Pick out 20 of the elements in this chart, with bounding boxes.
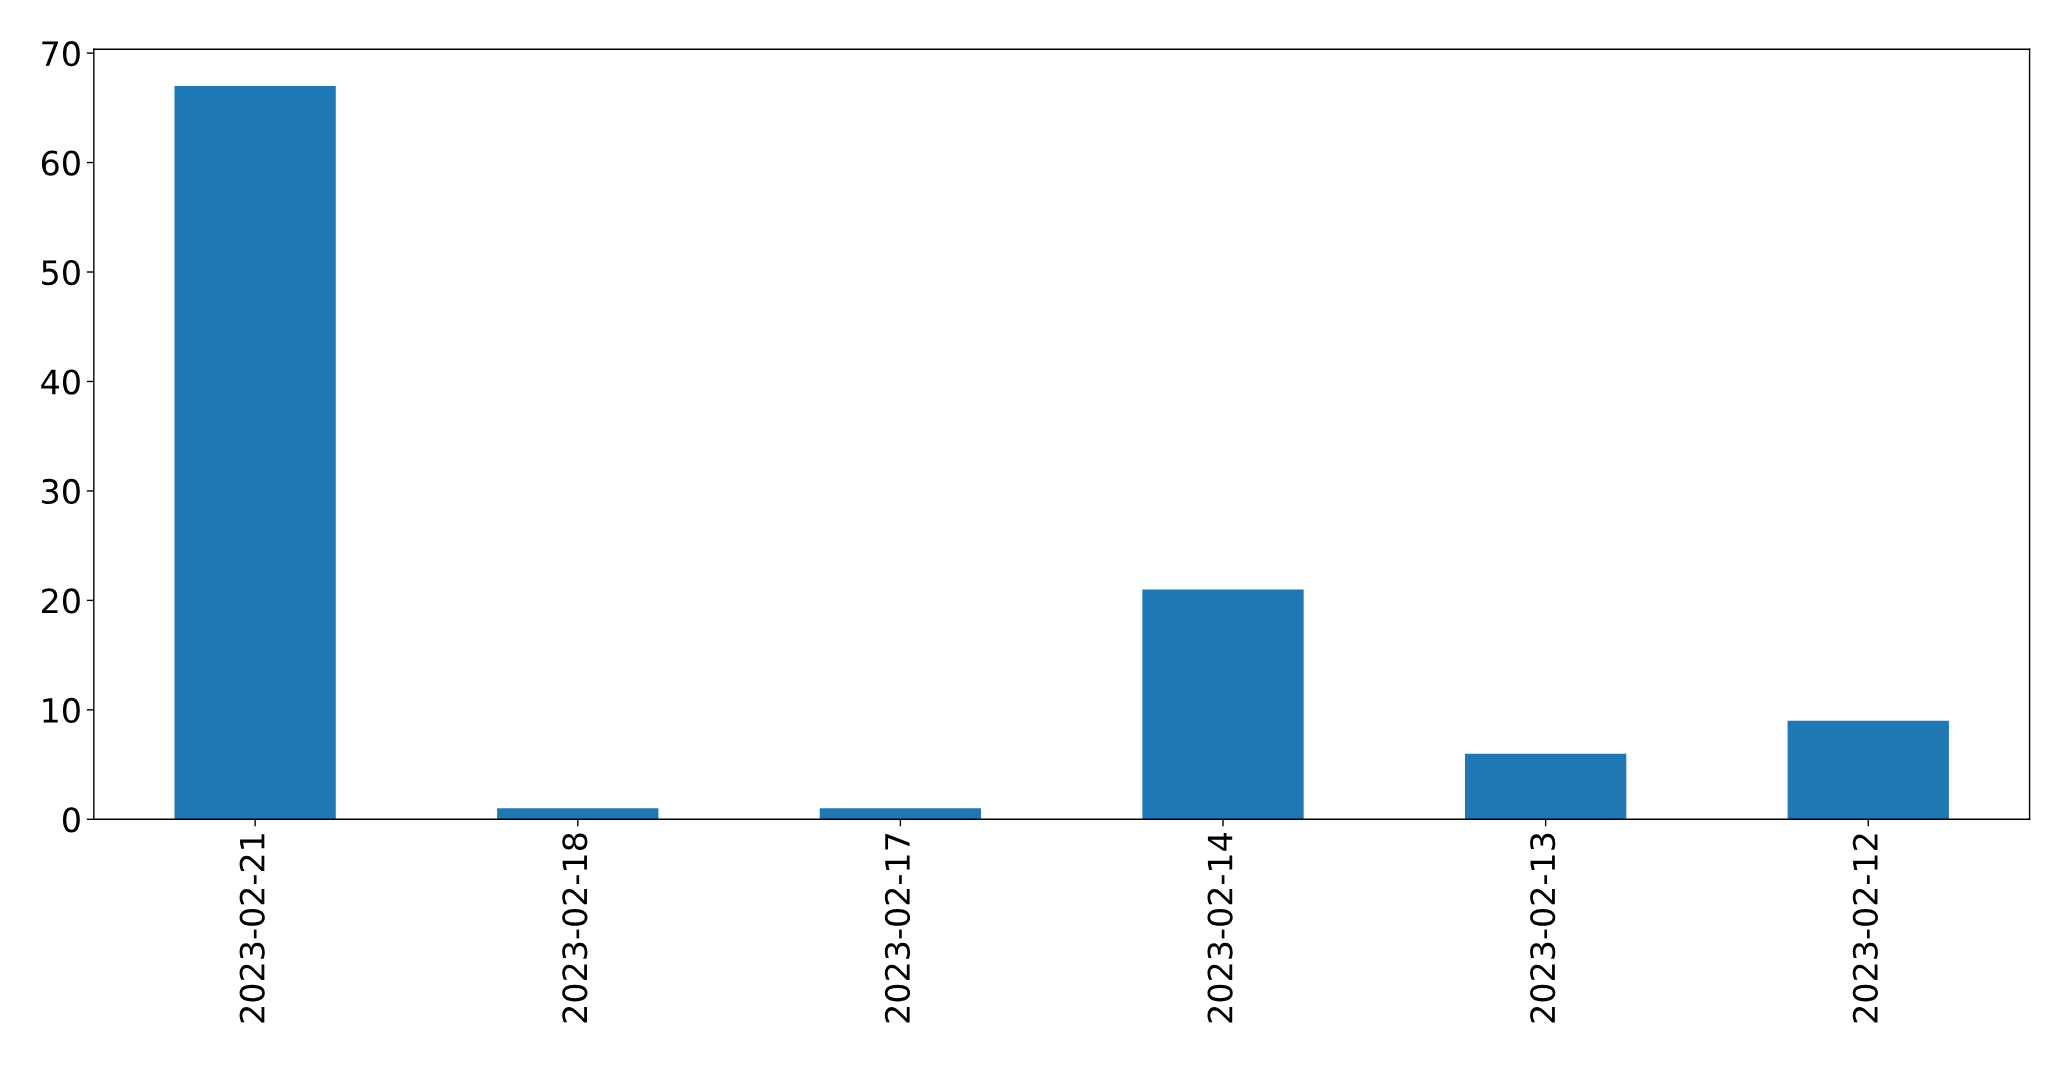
y-tick-label: 30	[42, 478, 80, 505]
y-tick-label: 0	[63, 807, 80, 833]
y-tick-label: 20	[42, 588, 80, 614]
y-tick-label: 70	[42, 41, 80, 67]
bar	[1787, 720, 1949, 820]
bar	[1142, 589, 1304, 820]
bar	[1464, 753, 1627, 820]
x-tick-label: 2023-02-13	[1530, 833, 1556, 1023]
y-tick-label: 10	[43, 697, 80, 723]
bar	[819, 808, 982, 820]
bar	[497, 808, 659, 820]
x-tick-label: 2023-02-14	[1207, 832, 1233, 1023]
x-tick-label: 2023-02-17	[884, 833, 911, 1023]
x-tick-label: 2023-02-12	[1852, 834, 1878, 1023]
x-tick-label: 2023-02-18	[562, 833, 588, 1023]
y-tick-label: 40	[41, 369, 80, 395]
y-tick-label: 50	[42, 259, 80, 286]
x-tick-label: 2023-02-21	[239, 834, 265, 1023]
y-tick-label: 60	[41, 150, 80, 176]
bar	[174, 85, 336, 820]
